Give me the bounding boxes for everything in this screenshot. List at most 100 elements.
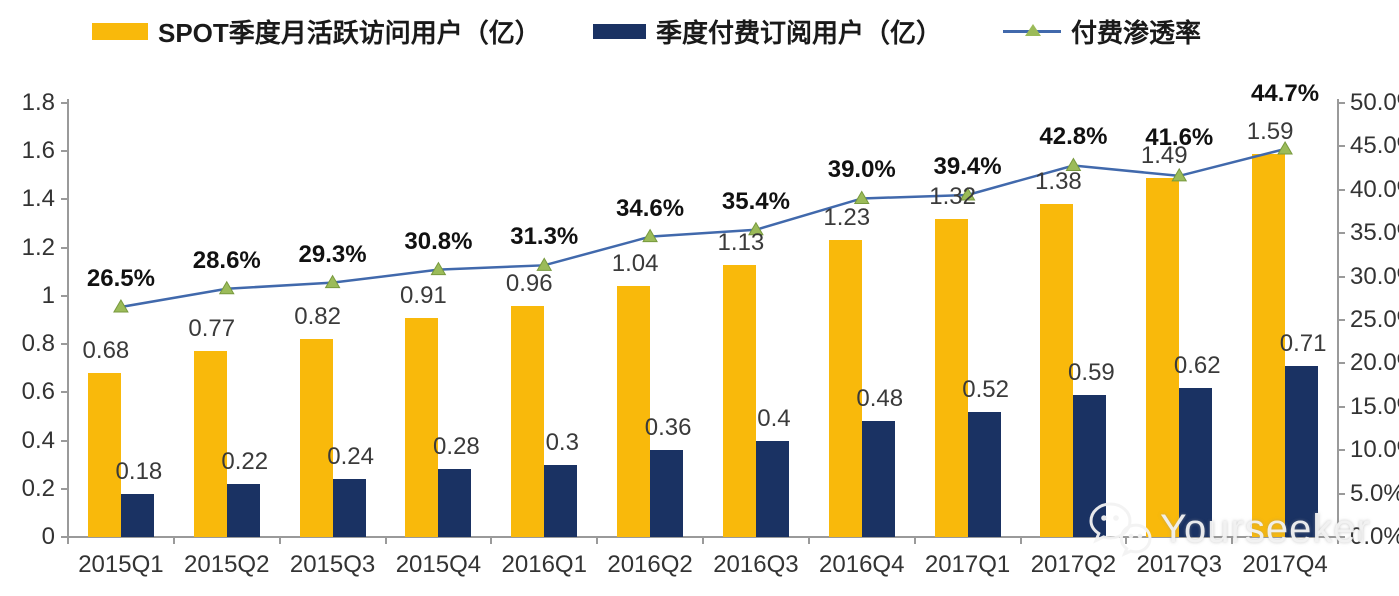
- secondary-y-axis-tick: [1338, 232, 1345, 235]
- line-marker-triangle: [853, 190, 870, 204]
- legend-label-subs: 季度付费订阅用户（亿）: [656, 17, 943, 48]
- secondary-y-axis-tick: [1338, 275, 1345, 278]
- x-axis-category-label: 2017Q4: [1242, 551, 1328, 578]
- y-axis-line: [67, 99, 69, 538]
- penetration-percent-label: 28.6%: [192, 246, 261, 274]
- bar-value-label-subs: 0.36: [644, 414, 692, 442]
- secondary-y-axis-tick-label: 30.0%: [1350, 262, 1399, 290]
- penetration-percent-label: 26.5%: [86, 264, 155, 292]
- penetration-percent-label: 30.8%: [404, 227, 473, 255]
- y-axis-tick-label: 0.6: [21, 378, 55, 406]
- secondary-y-axis-tick: [1338, 102, 1345, 104]
- bar-value-label-mau: 1.04: [611, 250, 659, 278]
- x-axis-category-label: 2015Q4: [395, 551, 482, 578]
- penetration-percent-label: 39.0%: [827, 156, 896, 184]
- x-axis-category-label: 2016Q1: [501, 551, 587, 578]
- line-marker-triangle: [430, 261, 447, 276]
- x-axis-tick: [1019, 537, 1022, 544]
- y-axis-tick: [61, 391, 68, 394]
- y-axis-tick-label: 1.8: [21, 89, 55, 116]
- secondary-y-axis-tick-label: 25.0%: [1350, 306, 1399, 333]
- line-marker-triangle: [113, 298, 129, 313]
- penetration-percent-label: 31.3%: [510, 223, 579, 251]
- bar-subs: [967, 411, 1001, 537]
- x-axis-category-label: 2015Q3: [289, 551, 376, 578]
- y-axis-tick-label: 0.8: [21, 330, 55, 358]
- x-axis-tick: [807, 537, 810, 544]
- secondary-y-axis-tick: [1338, 449, 1345, 452]
- bar-mau: [193, 351, 227, 537]
- bar-value-label-subs: 0.28: [433, 433, 480, 461]
- penetration-percent-label: 35.4%: [721, 187, 790, 215]
- penetration-percent-label: 44.7%: [1251, 80, 1320, 107]
- y-axis-tick: [61, 439, 68, 442]
- bar-subs: [1179, 387, 1213, 537]
- secondary-y-axis-tick: [1338, 536, 1345, 538]
- legend-item-subs: 季度付费订阅用户（亿）: [593, 16, 942, 48]
- y-axis-tick-label: 0.4: [21, 426, 55, 454]
- x-axis-tick: [702, 537, 704, 544]
- navy-bar-swatch: [593, 23, 646, 39]
- penetration-percent-label: 39.4%: [933, 153, 1002, 180]
- line-marker-triangle: [536, 257, 553, 271]
- y-axis-tick-label: 1.6: [21, 137, 55, 165]
- x-axis-category-label: 2015Q1: [78, 551, 164, 578]
- secondary-y-axis-tick-label: 20.0%: [1350, 349, 1399, 377]
- y-axis-tick: [61, 150, 68, 153]
- bar-value-label-mau: 0.82: [294, 303, 341, 331]
- x-axis-category-label: 2017Q3: [1136, 551, 1222, 578]
- bar-value-label-mau: 0.91: [400, 281, 447, 309]
- y-axis-tick: [61, 102, 68, 104]
- legend-item-mau: SPOT季度月活跃访问用户（亿）: [92, 16, 541, 48]
- bar-value-label-mau: 0.96: [505, 269, 553, 297]
- y-axis-tick-label: 1.4: [21, 185, 55, 213]
- bar-subs: [332, 479, 366, 537]
- bar-subs: [544, 464, 578, 537]
- x-axis-tick: [1231, 537, 1234, 544]
- bar-value-label-mau: 1.23: [823, 204, 871, 232]
- penetration-line: [120, 147, 1286, 309]
- bar-mau: [722, 264, 756, 537]
- x-axis-tick: [913, 537, 916, 544]
- bar-value-label-subs: 0.22: [221, 447, 269, 475]
- bar-value-label-mau: 1.13: [717, 228, 765, 256]
- secondary-y-axis-tick: [1338, 319, 1345, 321]
- bar-subs: [755, 440, 789, 537]
- x-axis-category-label: 2016Q2: [607, 551, 693, 578]
- bar-value-label-mau: 1.49: [1140, 141, 1188, 169]
- watermark: Yourseeker: [1088, 500, 1371, 558]
- secondary-y-axis-tick-label: 0.0%: [1350, 523, 1399, 550]
- x-axis-category-label: 2017Q2: [1030, 551, 1117, 578]
- bar-value-label-subs: 0.24: [327, 443, 374, 471]
- secondary-y-axis-tick: [1338, 188, 1345, 191]
- x-axis-tick: [596, 537, 599, 544]
- bar-value-label-subs: 0.18: [115, 457, 163, 485]
- bar-subs: [120, 493, 154, 537]
- y-axis-tick: [61, 294, 68, 297]
- secondary-y-axis-tick: [1338, 362, 1345, 365]
- x-axis-category-label: 2016Q4: [819, 551, 905, 578]
- bar-subs: [438, 469, 472, 537]
- bar-subs: [861, 421, 895, 537]
- bar-value-label-mau: 0.77: [188, 315, 236, 343]
- y-axis-tick-label: 1: [41, 281, 55, 309]
- bar-value-label-subs: 0.4: [757, 404, 791, 432]
- bar-value-label-subs: 0.48: [856, 385, 904, 413]
- bar-value-label-subs: 0.71: [1279, 329, 1327, 357]
- secondary-y-axis-tick-label: 15.0%: [1350, 392, 1399, 420]
- bar-subs: [226, 483, 260, 537]
- legend-item-penetration: 付费渗透率: [1003, 16, 1201, 48]
- line-marker-triangle: [218, 280, 235, 295]
- secondary-y-axis-tick-label: 50.0%: [1350, 89, 1399, 116]
- bar-mau: [405, 317, 439, 537]
- bar-subs: [1073, 394, 1107, 537]
- x-axis-category-label: 2017Q1: [924, 551, 1011, 578]
- y-axis-tick: [61, 246, 68, 249]
- line-marker-swatch: [1003, 24, 1061, 38]
- y-axis-tick: [61, 487, 68, 490]
- triangle-marker-icon: [1025, 24, 1041, 36]
- secondary-y-axis-tick-label: 35.0%: [1350, 219, 1399, 247]
- x-axis-tick: [490, 537, 493, 544]
- bar-value-label-subs: 0.59: [1068, 358, 1115, 386]
